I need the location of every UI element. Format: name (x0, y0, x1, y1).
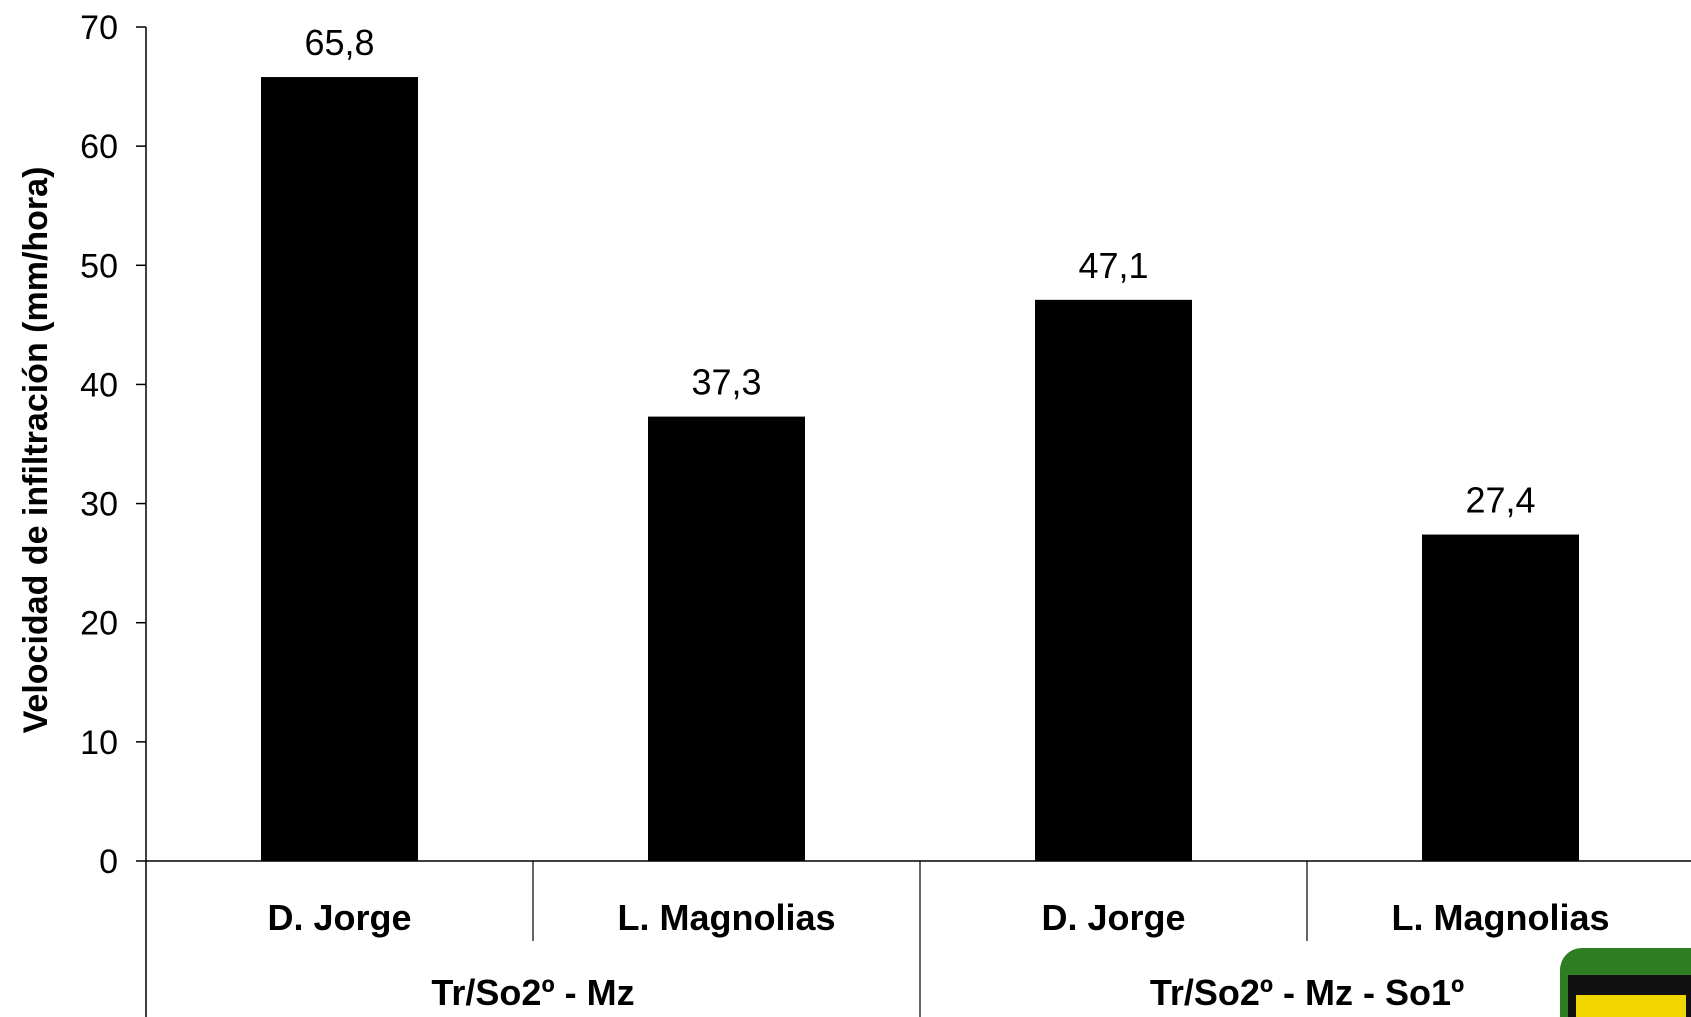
y-tick-label: 0 (99, 843, 118, 881)
y-tick-label: 60 (80, 128, 118, 166)
data-label: 37,3 (691, 362, 761, 403)
bar (1422, 534, 1579, 861)
bar (261, 77, 418, 862)
category-label: D. Jorge (267, 897, 411, 938)
group-label: Tr/So2º - Mz (431, 972, 634, 1013)
y-tick-label: 70 (80, 9, 118, 47)
logo (1560, 948, 1691, 1017)
category-label: D. Jorge (1041, 897, 1185, 938)
y-tick-label: 10 (80, 724, 118, 762)
y-tick-label: 50 (80, 247, 118, 285)
y-axis-title: Velocidad de infiltración (mm/hora) (17, 167, 55, 734)
category-label: L. Magnolias (1391, 897, 1609, 938)
data-label: 47,1 (1078, 245, 1148, 286)
y-tick-label: 30 (80, 486, 118, 524)
data-label: 27,4 (1465, 480, 1535, 521)
y-tick-label: 40 (80, 366, 118, 404)
bar (648, 416, 805, 861)
data-label: 65,8 (304, 22, 374, 63)
y-tick-label: 20 (80, 605, 118, 643)
bar (1035, 299, 1192, 861)
x-axis: D. Jorge L. Magnolias D. Jorge L. Magnolias… (146, 860, 1691, 1017)
category-label: L. Magnolias (617, 897, 835, 938)
y-axis: 0 10 20 30 40 50 60 70 (80, 9, 147, 1017)
data-labels: 65,8 37,3 47,1 27,4 (304, 22, 1535, 521)
group-label: Tr/So2º - Mz - So1º (1150, 972, 1464, 1013)
bars (261, 77, 1579, 862)
